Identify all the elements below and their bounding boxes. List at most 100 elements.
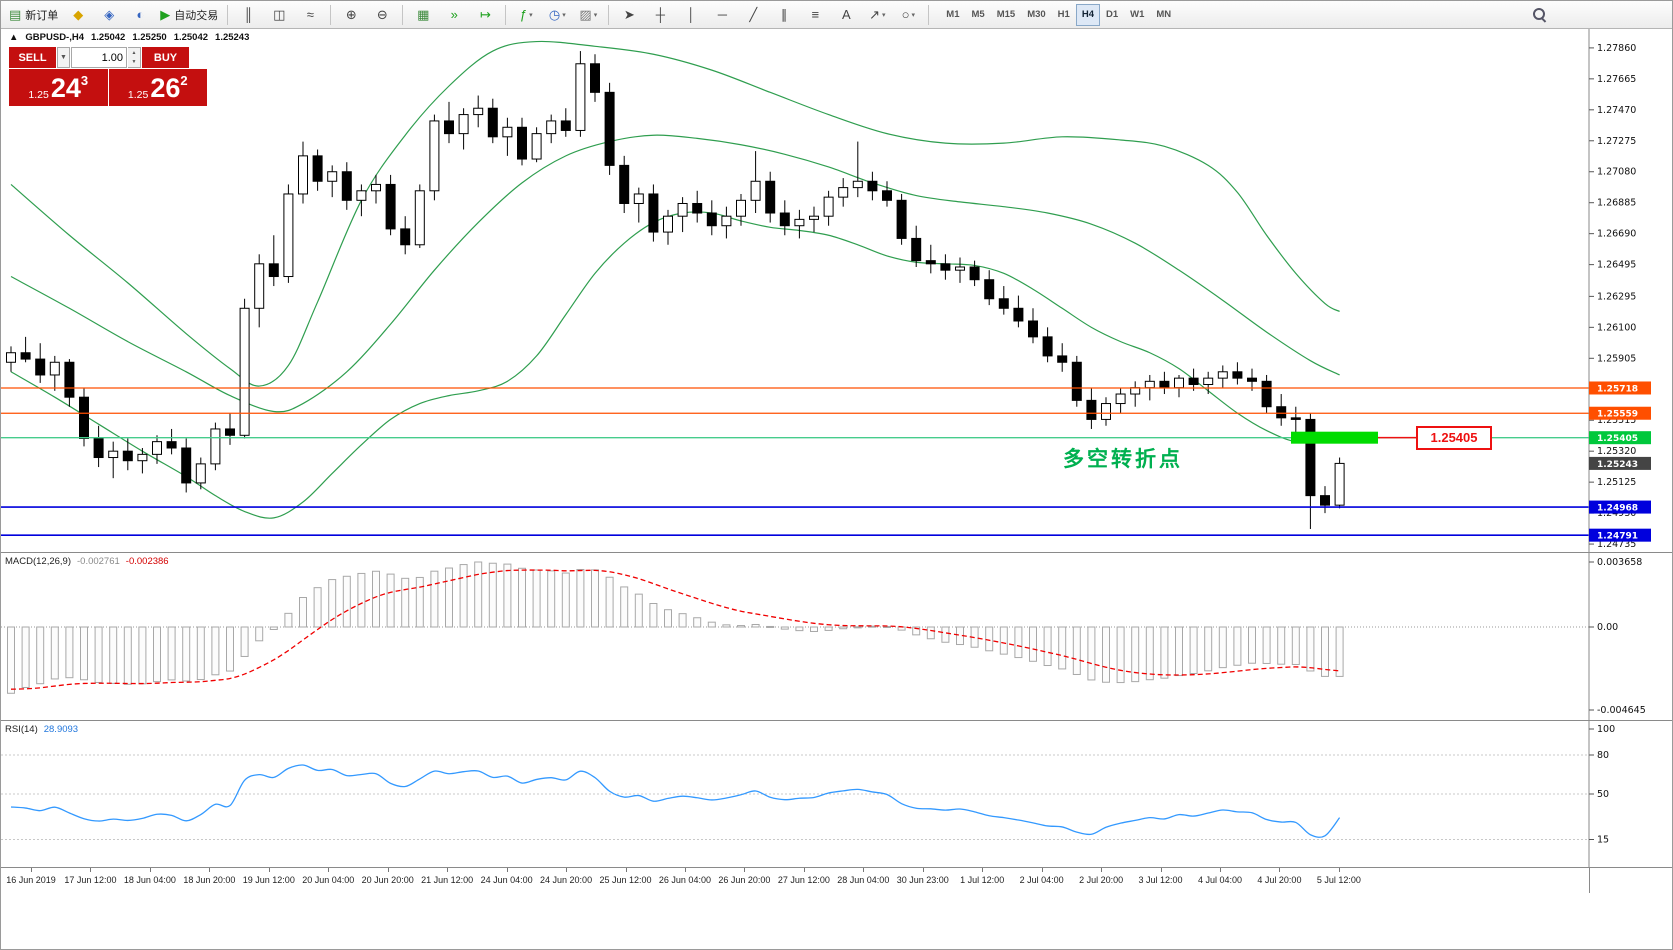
crosshair-button[interactable]: ┼ [645, 3, 675, 27]
buy-button[interactable]: BUY [142, 47, 189, 68]
macd-canvas[interactable]: 0.003658 0.00 -0.004645 [1, 553, 1673, 720]
tile-windows-icon: ▦ [417, 7, 430, 22]
macd-title: MACD(12,26,9) [5, 556, 71, 567]
time-label: 25 Jun 12:00 [599, 875, 652, 885]
toolbar-separator [608, 4, 610, 25]
svg-text:1.25559: 1.25559 [1597, 410, 1638, 420]
toolbar-separator [402, 4, 404, 25]
timeframe-h4[interactable]: H4 [1075, 3, 1100, 26]
time-axis[interactable]: 16 Jun 2019 17 Jun 12:00 18 Jun 04:00 18 Ju… [1, 867, 1672, 893]
candlestick-chart-button[interactable]: ◫ [264, 3, 294, 27]
time-tick [1279, 868, 1281, 872]
fibonacci-icon: ≡ [811, 7, 820, 22]
fibonacci-button[interactable]: ≡ [800, 3, 830, 27]
main-chart-panel[interactable]: 1.27860 1.27665 1.27470 1.27275 1.27080 1.268… [1, 29, 1672, 552]
svg-text:1.26885: 1.26885 [1597, 198, 1636, 209]
volume-dropdown[interactable]: ▼ [57, 47, 70, 68]
data-window-button[interactable]: ◐ [125, 3, 155, 27]
line-chart-button[interactable]: ≈ [295, 3, 325, 27]
templates-button[interactable]: ▨ ▾ [573, 3, 603, 27]
time-label: 20 Jun 04:00 [302, 875, 355, 885]
time-label: 24 Jun 04:00 [480, 875, 533, 885]
volume-spinner[interactable]: ▲ ▼ [128, 47, 141, 68]
new-order-button[interactable]: ▤ 新订单 [5, 3, 62, 27]
search-icon[interactable] [1532, 7, 1548, 23]
bottom-space [1, 893, 1672, 949]
svg-text:1.27665: 1.27665 [1597, 74, 1636, 85]
svg-text:1.25718: 1.25718 [1597, 384, 1638, 394]
horizontal-line-button[interactable]: ─ [707, 3, 737, 27]
svg-text:1.27080: 1.27080 [1597, 167, 1636, 178]
sell-button[interactable]: SELL [9, 47, 56, 68]
chevron-down-icon: ▼ [60, 54, 67, 61]
ohlc-bars-button[interactable]: ║ [233, 3, 263, 27]
text-tool-button[interactable]: A [831, 3, 861, 27]
timeframe-d1[interactable]: D1 [1105, 9, 1119, 20]
volume-input[interactable] [71, 47, 127, 68]
cursor-icon: ➤ [623, 7, 635, 22]
cursor-button[interactable]: ➤ [614, 3, 644, 27]
time-label: 27 Jun 12:00 [777, 875, 830, 885]
time-label: 24 Jun 20:00 [540, 875, 593, 885]
timeframe-w1[interactable]: W1 [1130, 9, 1145, 20]
rsi-canvas[interactable]: 100 80 50 15 [1, 721, 1673, 867]
sell-price-sup: 3 [80, 73, 89, 88]
chart-wizard-button[interactable]: ◆ [63, 3, 93, 27]
profiles-button[interactable]: ◈ [94, 3, 124, 27]
svg-text:0.00: 0.00 [1597, 622, 1618, 633]
time-label: 4 Jul 04:00 [1197, 875, 1243, 885]
timeframe-mn[interactable]: MN [1156, 9, 1172, 20]
time-label: 20 Jun 20:00 [361, 875, 414, 885]
periods-button[interactable]: ◷ ▾ [542, 3, 572, 27]
channel-button[interactable]: ∥ [769, 3, 799, 27]
time-label: 28 Jun 04:00 [837, 875, 890, 885]
ohlc-high: 1.25250 [132, 32, 167, 43]
time-tick [744, 868, 746, 872]
timeframe-m15[interactable]: M15 [996, 9, 1016, 20]
zoom-out-icon: ⊖ [376, 7, 388, 22]
zoom-in-button[interactable]: ⊕ [336, 3, 366, 27]
trendline-button[interactable]: ╱ [738, 3, 768, 27]
chart-shift-icon: ↦ [479, 7, 491, 22]
tile-windows-button[interactable]: ▦ [408, 3, 438, 27]
sell-price-big: 24 [50, 72, 81, 103]
time-tick [1220, 868, 1221, 872]
svg-text:1.26100: 1.26100 [1597, 322, 1636, 333]
time-tick [31, 868, 32, 872]
crosshair-icon: ┼ [655, 7, 665, 22]
buy-price-panel[interactable]: 1.25 26 2 [108, 69, 207, 106]
rsi-panel[interactable]: 100 80 50 15 RSI(14) 28.9093 [1, 720, 1672, 867]
time-label: 21 Jun 12:00 [421, 875, 474, 885]
main-chart-canvas[interactable]: 1.27860 1.27665 1.27470 1.27275 1.27080 1.268… [1, 29, 1673, 552]
chart-annotation-text[interactable]: 多空转折点 [1063, 448, 1183, 471]
buy-price-big: 26 [150, 72, 181, 103]
timeframe-m5[interactable]: M5 [971, 9, 985, 20]
price-callout-label[interactable]: 1.25405 [1416, 425, 1492, 450]
vertical-line-button[interactable]: │ [676, 3, 706, 27]
auto-scroll-button[interactable]: » [439, 3, 469, 27]
chevron-down-icon: ▾ [593, 11, 598, 19]
time-label: 30 Jun 23:00 [896, 875, 949, 885]
timeframe-m30[interactable]: M30 [1027, 9, 1046, 20]
sell-price-panel[interactable]: 1.25 24 3 [9, 69, 108, 106]
periods-icon: ◷ [548, 7, 561, 22]
shapes-tool-button[interactable]: ○ ▾ [893, 3, 923, 27]
svg-text:-0.004645: -0.004645 [1597, 705, 1646, 716]
data-window-icon: ◐ [136, 7, 145, 22]
macd-panel[interactable]: 0.003658 0.00 -0.004645 MACD(12,26,9) -0.0… [1, 552, 1672, 720]
channel-icon: ∥ [781, 7, 788, 22]
time-tick [1160, 868, 1162, 872]
timeframe-h1[interactable]: H1 [1057, 9, 1070, 20]
chart-shift-button[interactable]: ↦ [470, 3, 500, 27]
zoom-out-button[interactable]: ⊖ [367, 3, 397, 27]
main-toolbar: ▤ 新订单 ◆ ◈ ◐ ▶ 自动交易 ║ ◫ ≈ ⊕ ⊖ ▦» ↦ ƒ ▾ ◷ ▾ ▨ ▾ ➤ ┼ │ ─ ╱ ∥ ≡ A ↗ ▾ ○ ▾ M1… [1, 1, 1672, 29]
text-tool-icon: A [841, 7, 851, 22]
arrows-tool-button[interactable]: ↗ ▾ [862, 3, 892, 27]
svg-text:1.25320: 1.25320 [1597, 446, 1636, 457]
svg-text:1.24930: 1.24930 [1597, 508, 1636, 519]
timeframe-m1[interactable]: M1 [946, 9, 960, 20]
auto-trading-button[interactable]: ▶ 自动交易 [156, 3, 222, 27]
candlestick-chart-icon: ◫ [273, 7, 286, 22]
svg-text:80: 80 [1597, 750, 1609, 761]
indicators-button[interactable]: ƒ ▾ [511, 3, 541, 27]
